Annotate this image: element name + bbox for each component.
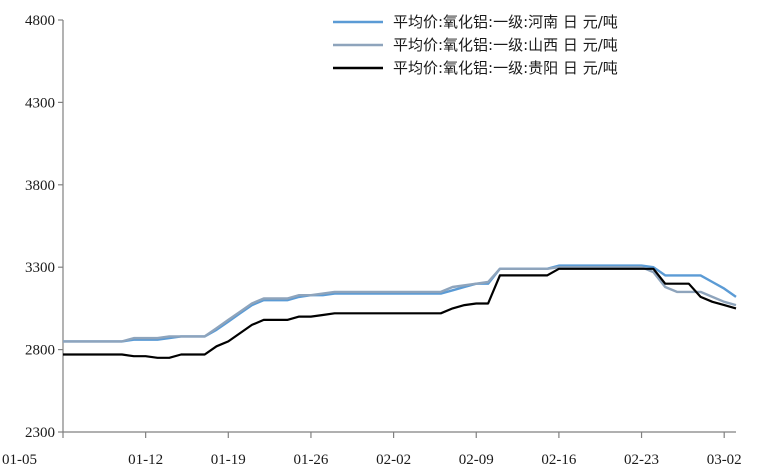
y-tick-label: 2800 — [25, 343, 55, 359]
legend-label-1: 平均价:氧化铝:一级:河南 日 元/吨 — [393, 13, 618, 31]
y-tick-label: 2300 — [25, 425, 55, 441]
series-line-1 — [63, 264, 737, 343]
series-lines — [63, 264, 737, 359]
x-tick-label: 02-09 — [459, 452, 494, 468]
x-tick-label: 01-05 — [2, 452, 37, 468]
x-tick-label: 02-23 — [624, 452, 659, 468]
series-line-3 — [63, 267, 737, 359]
x-tick-label: 01-19 — [211, 452, 246, 468]
x-tick-label: 03-02 — [707, 452, 742, 468]
x-tick-label: 02-02 — [376, 452, 411, 468]
chart-axes: 2300 2800 3300 3800 4300 4800 01-05 01-12 01-19 0… — [2, 13, 742, 468]
legend-label-2: 平均价:氧化铝:一级:山西 日 元/吨 — [393, 36, 618, 54]
x-tick-label: 02-16 — [541, 452, 576, 468]
y-tick-label: 3300 — [25, 260, 55, 276]
x-tick-label: 01-12 — [128, 452, 163, 468]
series-line-2 — [63, 266, 737, 343]
legend-label-3: 平均价:氧化铝:一级:贵阳 日 元/吨 — [393, 59, 618, 77]
y-tick-label: 3800 — [25, 178, 55, 194]
y-tick-label: 4800 — [25, 13, 55, 29]
x-tick-label: 01-26 — [293, 452, 328, 468]
y-tick-label: 4300 — [25, 95, 55, 111]
